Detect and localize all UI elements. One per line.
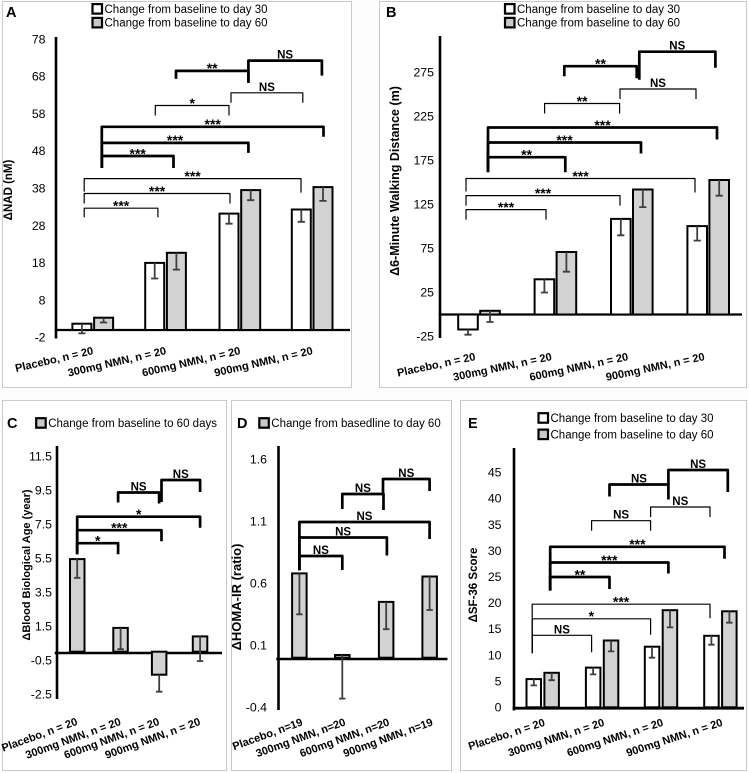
svg-text:***: *** bbox=[613, 594, 630, 610]
svg-text:1.1: 1.1 bbox=[250, 515, 267, 529]
svg-text:25: 25 bbox=[420, 286, 434, 300]
svg-text:48: 48 bbox=[32, 144, 46, 158]
svg-text:NS: NS bbox=[357, 511, 373, 523]
svg-text:C: C bbox=[7, 416, 18, 432]
svg-text:NS: NS bbox=[669, 41, 685, 53]
svg-text:-0.5: -0.5 bbox=[31, 653, 52, 667]
svg-text:**: ** bbox=[521, 147, 532, 163]
svg-text:NS: NS bbox=[554, 624, 570, 636]
svg-text:58: 58 bbox=[32, 107, 46, 121]
svg-text:5.5: 5.5 bbox=[35, 551, 52, 565]
svg-text:***: *** bbox=[498, 199, 515, 215]
svg-text:275: 275 bbox=[413, 66, 434, 80]
svg-text:Change from baseline to day 60: Change from baseline to day 60 bbox=[517, 18, 680, 30]
svg-text:***: *** bbox=[205, 116, 222, 132]
svg-text:75: 75 bbox=[420, 242, 434, 256]
svg-text:A: A bbox=[6, 5, 17, 21]
svg-text:*: * bbox=[189, 95, 195, 111]
svg-text:25: 25 bbox=[488, 570, 502, 584]
svg-text:ΔBlood Biological Age (year): ΔBlood Biological Age (year) bbox=[21, 489, 33, 640]
svg-text:5: 5 bbox=[495, 674, 502, 688]
svg-text:NS: NS bbox=[131, 482, 147, 494]
svg-text:ΔHOMA-IR (ratio): ΔHOMA-IR (ratio) bbox=[229, 544, 244, 651]
svg-text:-2: -2 bbox=[35, 331, 46, 345]
svg-text:40: 40 bbox=[488, 492, 502, 506]
svg-text:**: ** bbox=[577, 93, 588, 109]
svg-text:NS: NS bbox=[650, 78, 666, 90]
svg-text:7.5: 7.5 bbox=[35, 517, 52, 531]
svg-text:B: B bbox=[386, 5, 396, 21]
svg-text:***: *** bbox=[167, 132, 184, 148]
svg-text:NS: NS bbox=[173, 469, 189, 481]
svg-text:30: 30 bbox=[488, 544, 502, 558]
svg-text:1.6: 1.6 bbox=[250, 453, 267, 467]
svg-text:-2.5: -2.5 bbox=[31, 687, 52, 701]
svg-text:**: ** bbox=[595, 56, 606, 72]
svg-text:28: 28 bbox=[32, 219, 46, 233]
svg-text:***: *** bbox=[113, 198, 130, 214]
svg-text:Change from baseline to 60 day: Change from baseline to 60 days bbox=[48, 418, 217, 430]
svg-text:Change from baseline to day 30: Change from baseline to day 30 bbox=[105, 4, 268, 16]
svg-text:E: E bbox=[468, 416, 478, 432]
svg-text:**: ** bbox=[574, 566, 585, 582]
svg-text:NS: NS bbox=[335, 527, 351, 539]
svg-text:0.6: 0.6 bbox=[250, 577, 267, 591]
svg-text:***: *** bbox=[601, 552, 618, 568]
svg-text:0.1: 0.1 bbox=[250, 639, 267, 653]
svg-text:225: 225 bbox=[413, 110, 434, 124]
svg-text:35: 35 bbox=[488, 518, 502, 532]
svg-text:15: 15 bbox=[488, 622, 502, 636]
svg-text:NS: NS bbox=[398, 468, 414, 480]
svg-text:125: 125 bbox=[413, 198, 434, 212]
svg-text:**: ** bbox=[207, 60, 218, 76]
svg-text:ΔSF-36 Score: ΔSF-36 Score bbox=[468, 548, 480, 623]
svg-text:68: 68 bbox=[32, 70, 46, 84]
svg-text:20: 20 bbox=[488, 596, 502, 610]
svg-text:8: 8 bbox=[39, 293, 46, 307]
svg-text:D: D bbox=[237, 416, 247, 432]
svg-text:0: 0 bbox=[495, 701, 502, 715]
svg-text:Change from baseline to day 60: Change from baseline to day 60 bbox=[551, 429, 714, 441]
svg-text:38: 38 bbox=[32, 182, 46, 196]
svg-text:***: *** bbox=[594, 117, 611, 133]
svg-text:*: * bbox=[136, 506, 142, 522]
svg-text:ΔNAD (nM): ΔNAD (nM) bbox=[3, 160, 15, 221]
svg-text:***: *** bbox=[184, 168, 201, 184]
svg-text:***: *** bbox=[130, 145, 147, 161]
svg-text:11.5: 11.5 bbox=[29, 449, 52, 463]
svg-text:175: 175 bbox=[413, 154, 434, 168]
svg-text:9.5: 9.5 bbox=[35, 483, 52, 497]
svg-text:Change from basedline to day 6: Change from basedline to day 60 bbox=[271, 418, 440, 430]
svg-text:10: 10 bbox=[488, 648, 502, 662]
svg-text:1.5: 1.5 bbox=[35, 619, 52, 633]
svg-text:NS: NS bbox=[672, 496, 688, 508]
svg-text:3.5: 3.5 bbox=[35, 585, 52, 599]
svg-text:NS: NS bbox=[277, 50, 293, 62]
svg-text:NS: NS bbox=[631, 474, 647, 486]
svg-text:*: * bbox=[95, 533, 101, 549]
svg-text:***: *** bbox=[149, 183, 166, 199]
svg-text:-0.4: -0.4 bbox=[246, 701, 267, 715]
svg-text:NS: NS bbox=[355, 483, 371, 495]
svg-text:***: *** bbox=[629, 536, 646, 552]
svg-text:18: 18 bbox=[32, 256, 46, 270]
svg-text:Change from baseline to day 30: Change from baseline to day 30 bbox=[551, 413, 714, 425]
svg-text:Change from baseline to day 60: Change from baseline to day 60 bbox=[105, 18, 268, 30]
svg-text:***: *** bbox=[572, 168, 589, 184]
svg-text:Change from baseline to day 30: Change from baseline to day 30 bbox=[517, 4, 680, 16]
svg-text:NS: NS bbox=[613, 510, 629, 522]
svg-text:***: *** bbox=[556, 132, 573, 148]
svg-text:NS: NS bbox=[259, 82, 275, 94]
svg-text:45: 45 bbox=[488, 466, 502, 480]
svg-text:*: * bbox=[589, 608, 595, 624]
svg-text:***: *** bbox=[111, 520, 128, 536]
svg-text:78: 78 bbox=[32, 32, 46, 46]
svg-text:Δ6-Minute Walking Distance (m): Δ6-Minute Walking Distance (m) bbox=[388, 86, 402, 276]
svg-text:***: *** bbox=[535, 185, 552, 201]
svg-text:-25: -25 bbox=[416, 330, 434, 344]
svg-text:NS: NS bbox=[313, 545, 329, 557]
svg-text:NS: NS bbox=[690, 459, 706, 471]
